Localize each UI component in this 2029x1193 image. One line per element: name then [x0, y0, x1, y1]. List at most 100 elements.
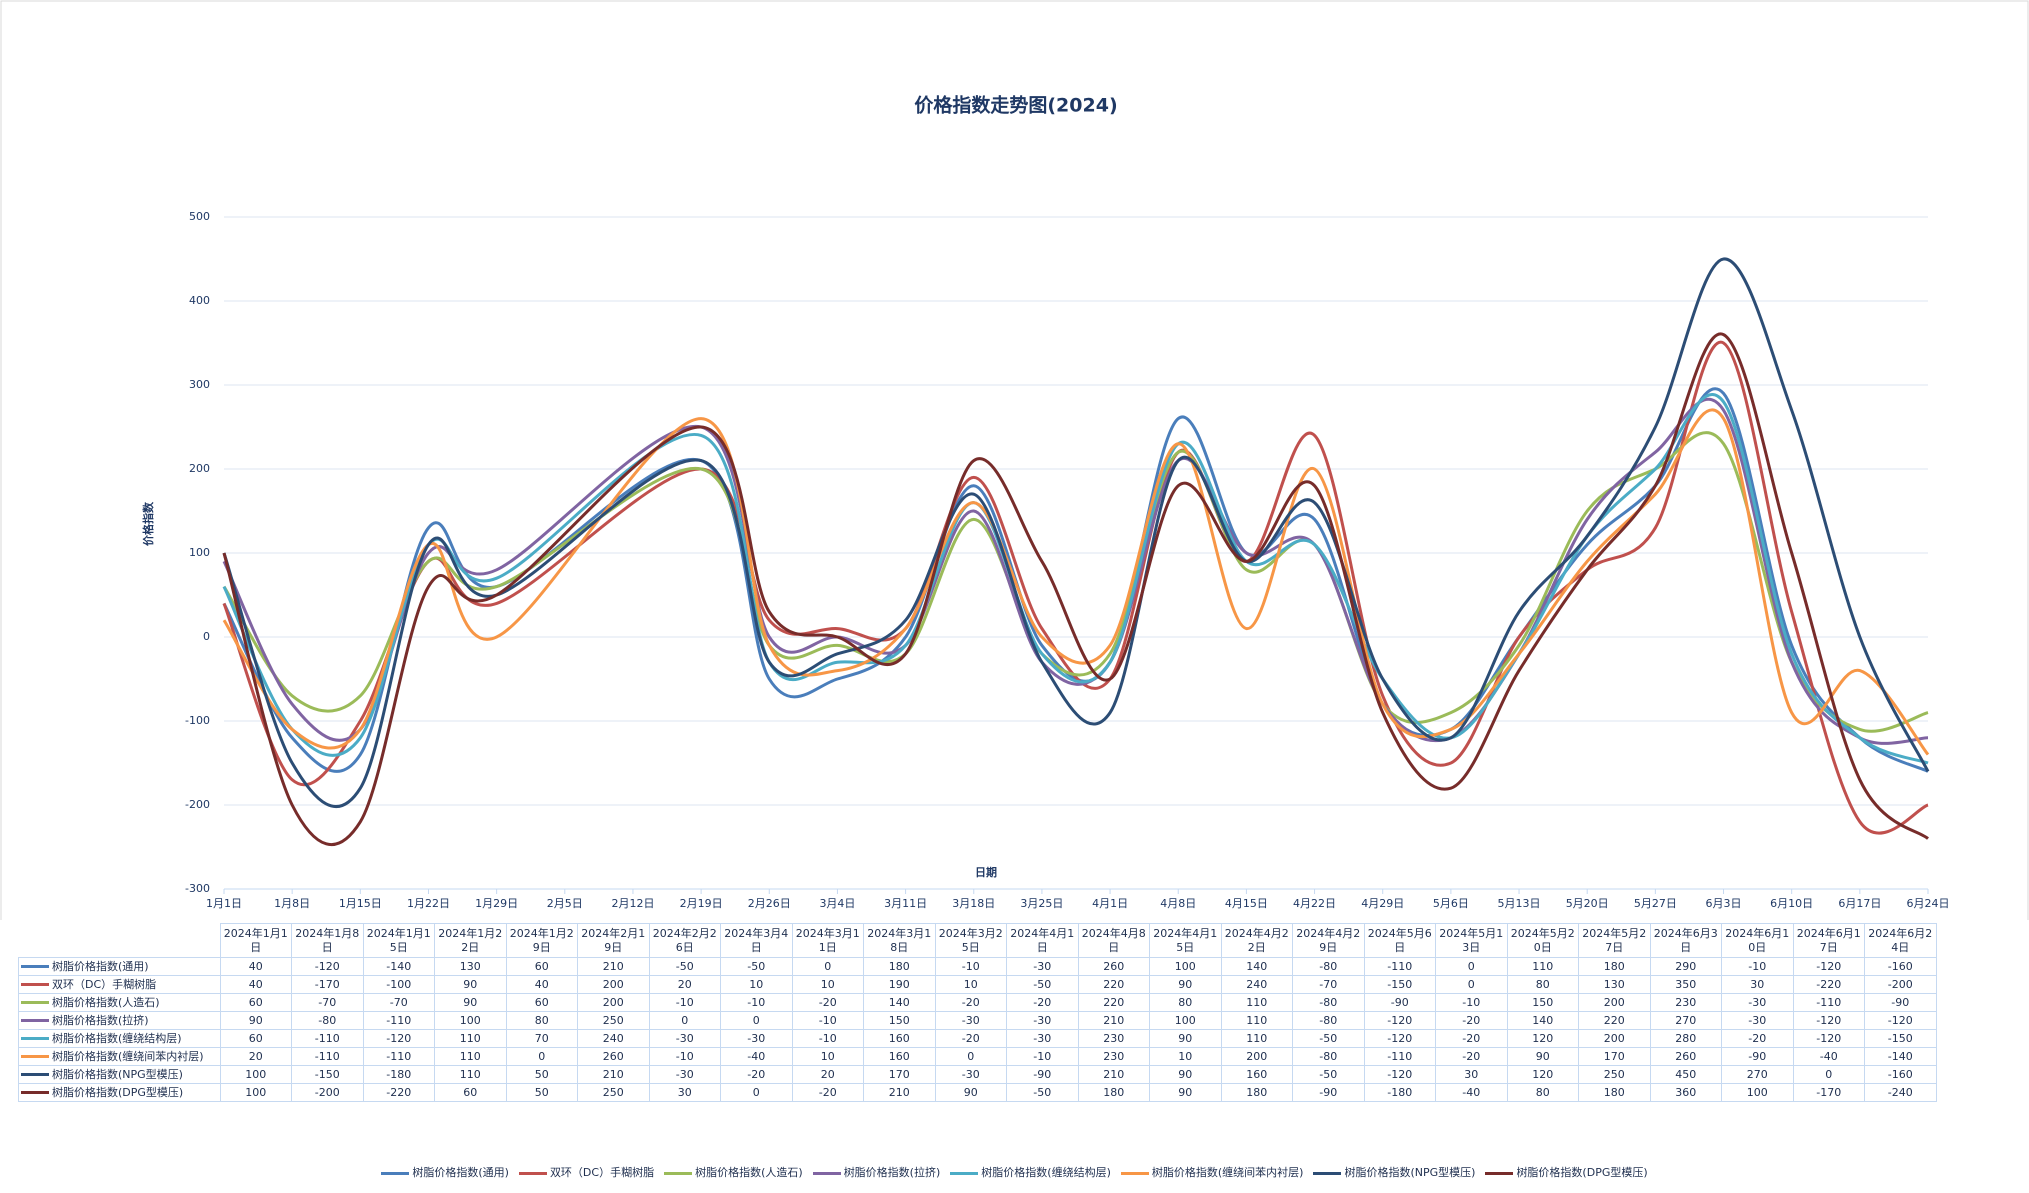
table-cell: 80	[1506, 1083, 1579, 1102]
table-header: 2024年4月29日	[1292, 923, 1365, 958]
series-line	[222, 408, 1930, 756]
table-cell: 170	[1578, 1047, 1651, 1066]
table-row-header: 树脂价格指数(DPG型模压)	[18, 1083, 221, 1102]
table-header: 2024年4月15日	[1149, 923, 1222, 958]
table-cell: -110	[1363, 957, 1436, 976]
table-cell: 10	[720, 975, 793, 994]
table-cell: 0	[648, 1011, 721, 1030]
table-header: 2024年3月11日	[791, 923, 864, 958]
table-cell: 100	[434, 1011, 507, 1030]
table-cell: -160	[1864, 957, 1937, 976]
table-cell: 120	[1506, 1065, 1579, 1084]
table-cell: 110	[434, 1029, 507, 1048]
table-header: 2024年2月19日	[577, 923, 650, 958]
table-cell: -120	[1363, 1065, 1436, 1084]
table-cell: 190	[863, 975, 936, 994]
table-cell: 270	[1721, 1065, 1794, 1084]
table-header: 2024年1月29日	[505, 923, 578, 958]
table-cell: 160	[863, 1047, 936, 1066]
table-corner	[19, 924, 221, 958]
table-row: 树脂价格指数(DPG型模压) 100 -200 -220 60 50 250 30 0 -20 21…	[18, 1083, 1937, 1102]
y-tick-label: 0	[203, 630, 210, 643]
table-cell: -120	[1792, 1029, 1865, 1048]
table-cell: 10	[791, 975, 864, 994]
table-cell: -20	[720, 1065, 793, 1084]
table-cell: 60	[505, 993, 578, 1012]
table-cell: 100	[219, 1065, 292, 1084]
legend-swatch	[812, 1171, 841, 1175]
table-cell: -120	[1792, 957, 1865, 976]
table-cell: -80	[1292, 1011, 1365, 1030]
table-cell: -20	[1435, 1029, 1508, 1048]
table-cell: 50	[505, 1065, 578, 1084]
table-cell: 160	[1220, 1065, 1293, 1084]
table-cell: -90	[1006, 1065, 1079, 1084]
table-cell: 60	[434, 1083, 507, 1102]
y-tick-label: 500	[189, 210, 210, 223]
table-cell: -140	[1864, 1047, 1937, 1066]
table-header: 2024年1月1日	[219, 923, 292, 958]
y-tick-label: -200	[185, 798, 210, 811]
table-cell: -120	[362, 1029, 435, 1048]
table-cell: -40	[720, 1047, 793, 1066]
table-cell: 100	[1149, 957, 1222, 976]
table-cell: -30	[934, 1065, 1007, 1084]
table-cell: -80	[1292, 957, 1365, 976]
table-cell: 260	[577, 1047, 650, 1066]
table-cell: 240	[1220, 975, 1293, 994]
table-cell: -220	[362, 1083, 435, 1102]
table-cell: 90	[219, 1011, 292, 1030]
table-cell: -20	[791, 993, 864, 1012]
table-row: 树脂价格指数(人造石) 60 -70 -70 90 60 200 -10 -10 -20 140 -2…	[18, 993, 1937, 1012]
table-cell: -110	[291, 1029, 364, 1048]
data-table: 2024年1月1日 2024年1月8日 2024年1月15日 2024年1月22日 20…	[18, 923, 1937, 1102]
table-row: 树脂价格指数(NPG型模压) 100 -150 -180 110 50 210 -30 -20 2…	[18, 1065, 1937, 1084]
table-cell: 0	[1435, 975, 1508, 994]
table-cell: 130	[1578, 975, 1651, 994]
table-cell: -10	[791, 1011, 864, 1030]
table-header-row: 2024年1月1日 2024年1月8日 2024年1月15日 2024年1月22日 20…	[19, 923, 1937, 958]
x-tick-label: 5月27日	[1634, 897, 1677, 910]
x-tick-label: 3月11日	[884, 897, 927, 910]
table-cell: -90	[1292, 1083, 1365, 1102]
table-cell: -120	[291, 957, 364, 976]
table-cell: 260	[1077, 957, 1150, 976]
table-cell: -120	[1363, 1011, 1436, 1030]
table-header: 2024年3月4日	[720, 923, 793, 958]
table-cell: 160	[863, 1029, 936, 1048]
table-cell: 200	[577, 993, 650, 1012]
x-axis-label: 日期	[975, 865, 997, 879]
table-cell: -80	[1292, 1047, 1365, 1066]
table-cell: 90	[1149, 1083, 1222, 1102]
table-cell: -80	[1292, 993, 1365, 1012]
legend-entry: 双环（DC）手糊树脂	[518, 1164, 655, 1180]
y-axis-label: 价格指数	[141, 501, 155, 546]
series-name: 树脂价格指数(缠绕间苯内衬层)	[52, 1049, 204, 1063]
table-cell: 150	[863, 1011, 936, 1030]
table-cell: 270	[1649, 1011, 1722, 1030]
table-cell: 0	[1435, 957, 1508, 976]
x-tick-label: 2月19日	[680, 897, 723, 910]
table-cell: -110	[1363, 1047, 1436, 1066]
table-cell: -120	[1363, 1029, 1436, 1048]
table-cell: 90	[1149, 1029, 1222, 1048]
table-cell: 100	[1149, 1011, 1222, 1030]
table-row-header: 树脂价格指数(通用)	[18, 957, 221, 976]
table-header: 2024年6月3日	[1649, 923, 1722, 958]
table-cell: 60	[219, 1029, 292, 1048]
table-header: 2024年6月24日	[1864, 923, 1937, 958]
table-cell: -10	[1006, 1047, 1079, 1066]
table-cell: 140	[863, 993, 936, 1012]
table-cell: 50	[505, 1083, 578, 1102]
table-cell: 10	[934, 975, 1007, 994]
table-cell: 250	[577, 1011, 650, 1030]
legend-label: 双环（DC）手糊树脂	[549, 1166, 655, 1179]
y-tick-label: 200	[189, 462, 210, 475]
table-cell: 350	[1649, 975, 1722, 994]
legend-entry: 树脂价格指数(缠绕结构层)	[950, 1164, 1111, 1180]
table-cell: -140	[362, 957, 435, 976]
table-row: 树脂价格指数(缠绕间苯内衬层) 20 -110 -110 110 0 260 -10 -40 10…	[18, 1047, 1937, 1066]
table-cell: -70	[291, 993, 364, 1012]
table-cell: -90	[1721, 1047, 1794, 1066]
table-cell: -150	[1864, 1029, 1937, 1048]
